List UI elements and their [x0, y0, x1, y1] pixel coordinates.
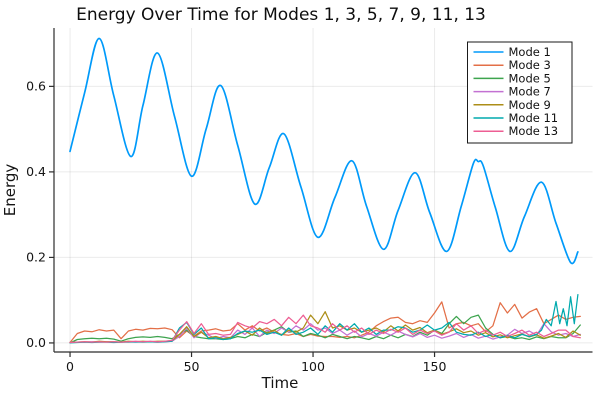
x-axis-label: Time: [261, 374, 299, 392]
legend-entry-label: Mode 7: [509, 85, 551, 99]
legend-entry: Mode 9: [473, 98, 551, 112]
legend-entry: Mode 5: [473, 71, 551, 85]
y-tick-label: 0.6: [26, 78, 46, 93]
legend-entry: Mode 7: [473, 85, 551, 99]
x-tick-label: 150: [423, 359, 447, 374]
series-line-mode-13: [69, 314, 581, 344]
y-axis-label: Energy: [1, 164, 19, 217]
legend-entry-label: Mode 5: [509, 71, 551, 85]
legend-entry-label: Mode 1: [509, 45, 551, 59]
grid-lines: [54, 28, 593, 352]
series-line-mode-3: [69, 301, 581, 344]
legend-entry-label: Mode 13: [509, 124, 559, 138]
legend-entry-label: Mode 3: [509, 58, 551, 72]
y-tick-label: 0.0: [26, 335, 46, 350]
legend-entry-label: Mode 11: [509, 111, 559, 125]
x-tick-label: 100: [301, 359, 325, 374]
series-line-mode-1: [69, 37, 579, 265]
legend-entry: Mode 1: [473, 45, 551, 59]
x-tick-labels: 0 50 100 150: [66, 359, 446, 374]
legend-box: [467, 41, 573, 144]
legend-entry-label: Mode 9: [509, 98, 551, 112]
chart-title: Energy Over Time for Modes 1, 3, 5, 7, 9…: [76, 5, 486, 25]
data-series: [69, 37, 581, 344]
legend-entry: Mode 11: [473, 111, 559, 125]
legend-entry: Mode 13: [473, 124, 559, 138]
y-tick-label: 0.2: [26, 249, 46, 264]
y-tick-label: 0.4: [26, 164, 46, 179]
legend-entry: Mode 3: [473, 58, 551, 72]
x-tick-label: 50: [184, 359, 200, 374]
y-tick-labels: 0.0 0.2 0.4 0.6: [26, 78, 46, 350]
x-tick-label: 0: [66, 359, 74, 374]
axis-spines: [49, 28, 593, 357]
